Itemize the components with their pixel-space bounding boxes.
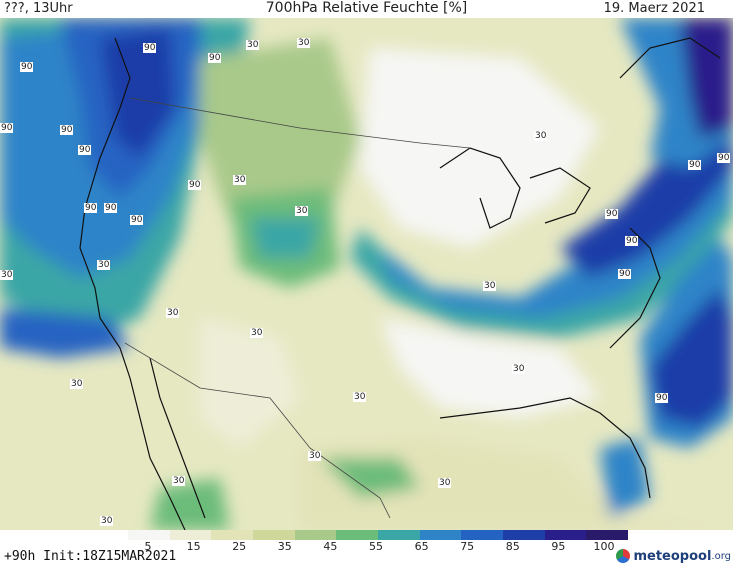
contour-label: 90 [78,145,92,155]
contour-label: 90 [20,62,34,72]
valid-date-label: 19. Maerz 2021 [603,1,705,16]
color-scale-segment [378,530,420,540]
brand-logo-link[interactable]: meteopool .org [616,548,731,564]
color-scale-tick: 100 [593,540,615,553]
color-scale-tick: 15 [186,540,201,553]
valid-time-label: ???, 13Uhr [4,1,73,16]
contour-label: 30 [483,281,497,291]
contour-label: 30 [246,40,260,50]
color-scale-tick: 75 [460,540,475,553]
color-scale-segment [544,530,587,540]
border-lines [124,97,471,519]
brand-tld: .org [711,550,731,562]
contour-label: 30 [97,260,111,270]
color-scale-tick: 45 [323,540,338,553]
contour-label: 30 [172,476,186,486]
forecast-init-label: +90h Init:18Z15MAR2021 [4,549,177,564]
contour-label: 30 [297,38,311,48]
color-scale-segment [294,530,337,540]
contour-label: 30 [295,206,309,216]
color-scale-segment [461,530,504,540]
color-scale-bar [128,530,629,540]
color-scale-tick: 5 [144,540,152,553]
color-scale-segment [128,530,170,540]
humidity-map: 90 90 90 90 90 90 90 90 90 90 30 30 30 3… [0,18,733,530]
contour-label: 30 [438,478,452,488]
contour-label: 90 [84,203,98,213]
contour-label: 30 [233,175,247,185]
contour-label: 90 [655,393,669,403]
color-scale-segment [586,530,629,540]
color-scale-segment [253,530,295,540]
contour-label: 30 [0,270,14,280]
color-scale-segment [419,530,462,540]
header-bar: ???, 13Uhr 700hPa Relative Feuchte [%] 1… [0,0,733,18]
contour-label: 90 [605,209,619,219]
color-scale-tick: 55 [369,540,383,553]
contour-label: 30 [100,516,114,526]
contour-label: 30 [512,364,526,374]
contour-label: 90 [143,43,157,53]
color-scale-tick: 65 [414,540,429,553]
map-title: 700hPa Relative Feuchte [%] [265,0,468,16]
contour-label: 30 [353,392,367,402]
color-scale-tick: 95 [551,540,566,553]
color-scale-segment [169,530,212,540]
contour-label: 30 [166,308,180,318]
contour-label: 90 [688,160,702,170]
contour-label: 30 [308,451,322,461]
color-scale-segment [211,530,254,540]
contour-label: 90 [717,153,731,163]
legend-footer: 5 15 25 35 45 55 65 75 85 95 100 +90h Init:18Z15MA… [0,530,733,566]
contour-label: 90 [208,53,222,63]
contour-label: 90 [104,203,118,213]
contour-label: 30 [250,328,264,338]
contour-label: 90 [618,269,632,279]
contour-label: 90 [188,180,202,190]
contour-label: 90 [625,236,639,246]
color-scale-segment [503,530,545,540]
color-scale-tick: 35 [277,540,292,553]
brand-name: meteopool [633,548,712,564]
contour-label: 30 [70,379,84,389]
color-scale-ticks: 5 15 25 35 45 55 65 75 85 95 100 [0,540,733,554]
contour-label: 90 [60,125,74,135]
color-scale-tick: 25 [232,540,247,553]
contour-label: 90 [0,123,14,133]
contour-label: 90 [130,215,144,225]
contour-label: 30 [534,131,548,141]
color-scale-tick: 85 [505,540,520,553]
meteopool-logo-icon [616,549,631,563]
color-scale-segment [336,530,379,540]
